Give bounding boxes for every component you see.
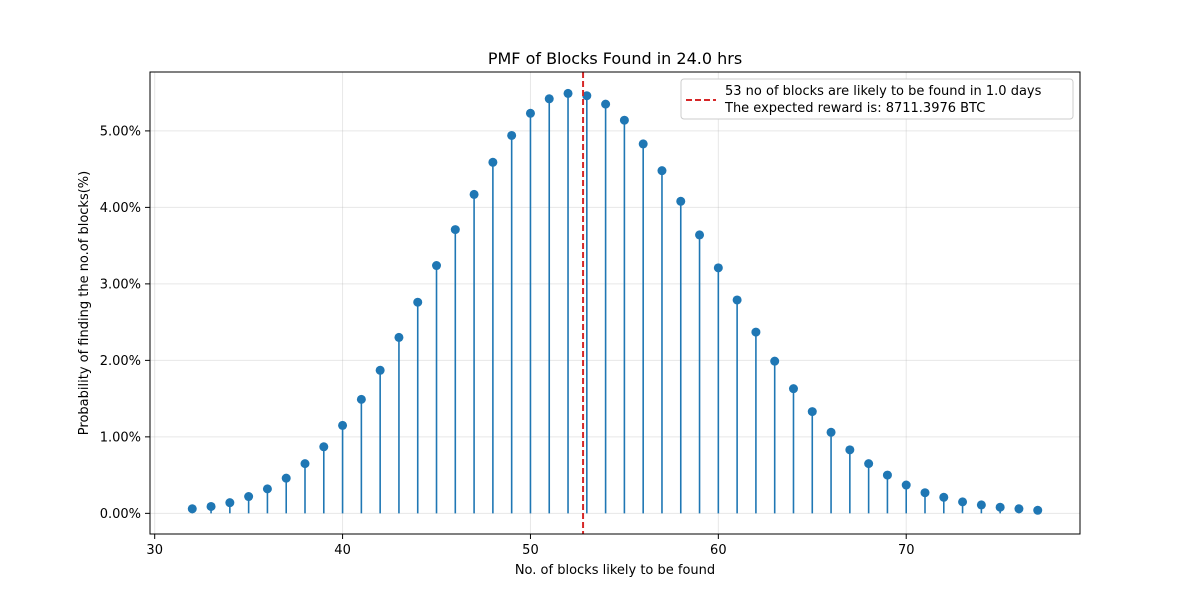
- stem-marker: [695, 230, 705, 240]
- stem-marker: [676, 196, 686, 206]
- stem-marker: [281, 473, 291, 483]
- stem-marker: [882, 470, 892, 480]
- stem-marker: [958, 497, 968, 507]
- stem-marker: [939, 492, 949, 502]
- stem-marker: [450, 225, 460, 235]
- legend-reward-label: The expected reward is: 8711.3976 BTC: [724, 101, 985, 116]
- stem-marker: [488, 157, 498, 167]
- y-tick-label: 1.00%: [100, 430, 141, 445]
- stem-marker: [976, 500, 986, 510]
- stem-marker: [845, 445, 855, 455]
- stem-marker: [469, 189, 479, 199]
- stem-marker: [563, 88, 573, 98]
- stem-marker: [770, 356, 780, 366]
- legend: 53 no of blocks are likely to be found i…: [680, 78, 1074, 120]
- stem-marker: [225, 498, 235, 508]
- x-axis-ticks: 30 40 50 60 70: [146, 534, 914, 558]
- y-tick-label: 0.00%: [100, 507, 141, 522]
- stem-marker: [244, 492, 254, 502]
- stem-marker: [319, 442, 329, 452]
- stem-marker: [826, 427, 836, 437]
- stem-marker: [187, 504, 197, 514]
- chart-title: PMF of Blocks Found in 24.0 hrs: [488, 49, 742, 68]
- stem-marker: [525, 108, 535, 118]
- stem-marker: [507, 130, 517, 140]
- grid-lines: [150, 72, 1080, 534]
- x-axis-label: No. of blocks likely to be found: [515, 563, 715, 578]
- stem-marker: [732, 295, 742, 305]
- stem-marker: [544, 94, 554, 104]
- stem-series: [187, 88, 1043, 515]
- plot-frame: [149, 71, 1081, 535]
- stem-marker: [356, 394, 366, 404]
- stem-marker: [1033, 505, 1043, 515]
- y-axis-ticks: 0.00% 1.00% 2.00% 3.00% 4.00% 5.00%: [100, 124, 150, 522]
- stem-marker: [619, 115, 629, 125]
- stem-marker: [864, 459, 874, 469]
- stem-marker: [751, 327, 761, 337]
- stem-marker: [901, 480, 911, 490]
- stem-marker: [995, 502, 1005, 512]
- stem-marker: [375, 365, 385, 375]
- y-tick-label: 2.00%: [100, 354, 141, 369]
- legend-vline-label: 53 no of blocks are likely to be found i…: [725, 84, 1042, 99]
- stem-marker: [713, 263, 723, 273]
- y-axis-label: Probability of finding the no.of blocks(…: [77, 171, 92, 435]
- stem-marker: [206, 501, 216, 511]
- stem-marker: [432, 261, 442, 271]
- y-tick-label: 3.00%: [100, 277, 141, 292]
- stem-marker: [338, 420, 348, 430]
- stem-marker: [262, 484, 272, 494]
- stem-marker: [788, 384, 798, 394]
- stem-marker: [657, 166, 667, 176]
- legend-box: [680, 78, 1074, 120]
- stem-marker: [638, 139, 648, 149]
- x-tick-label: 70: [898, 543, 915, 558]
- stem-marker: [920, 488, 930, 498]
- stem-marker: [582, 91, 592, 101]
- x-tick-label: 60: [710, 543, 727, 558]
- stem-marker: [1014, 504, 1024, 514]
- y-tick-label: 5.00%: [100, 124, 141, 139]
- stem-marker: [394, 332, 404, 342]
- stem-marker: [300, 459, 310, 469]
- stem-marker: [807, 407, 817, 417]
- x-tick-label: 50: [522, 543, 539, 558]
- stem-marker: [413, 297, 423, 307]
- stem-marker: [601, 99, 611, 109]
- x-tick-label: 40: [334, 543, 351, 558]
- y-tick-label: 4.00%: [100, 201, 141, 216]
- x-tick-label: 30: [146, 543, 163, 558]
